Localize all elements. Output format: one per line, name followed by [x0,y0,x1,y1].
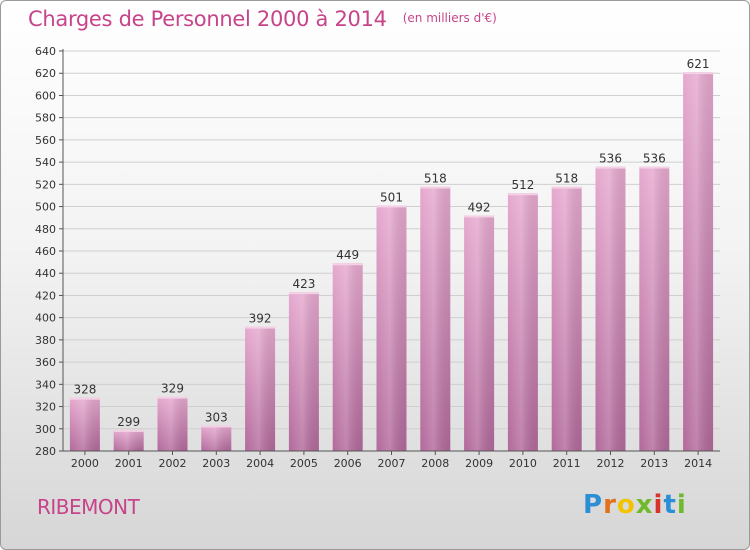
y-tick-label: 600 [35,89,56,102]
bar-shine [639,166,670,452]
x-tick-label: 2011 [553,457,581,470]
x-tick-label: 2003 [202,457,230,470]
x-tick-label: 2008 [421,457,449,470]
bar-top-edge [288,292,319,295]
data-label: 299 [117,415,140,429]
y-tick-label: 640 [35,45,56,58]
data-label: 518 [424,172,447,186]
bar-top-edge [332,263,363,266]
title-row: Charges de Personnel 2000 à 2014 (en mill… [28,7,497,31]
bar-shine [69,397,100,451]
bar-top-edge [639,166,670,169]
bar-top-edge [551,186,582,189]
bar-shine [551,186,582,452]
chart-unit: (en milliers d'€) [402,11,497,25]
x-tick-label: 2002 [159,457,187,470]
bar-shine [332,263,363,451]
bar-top-edge [376,205,407,208]
bar-top-edge [69,397,100,400]
bar-top-edge [420,186,451,189]
y-tick-label: 580 [35,112,56,125]
y-tick-label: 540 [35,156,56,169]
data-label: 303 [205,410,228,424]
logo-letter: i [676,490,687,520]
data-label: 536 [643,152,666,166]
bar-top-edge [595,166,626,169]
data-label: 328 [73,383,96,397]
x-tick-label: 2004 [246,457,274,470]
bars-layer: 328 299 329 303 392 423 449 501 518 492 512 518 536 5… [69,57,714,452]
y-tick-label: 420 [35,289,56,302]
logo-letter: t [663,490,677,520]
data-label: 449 [336,248,359,262]
x-tick-label: 2006 [334,457,362,470]
data-label: 423 [292,277,315,291]
logo-letter: o [616,490,636,520]
x-tick-label: 2010 [509,457,537,470]
y-tick-label: 440 [35,267,56,280]
data-label: 518 [555,172,578,186]
x-tick-label: 2005 [290,457,318,470]
bar-top-edge [157,396,188,399]
y-tick-label: 500 [35,201,56,214]
commune-name: RIBEMONT [37,495,140,519]
data-label: 492 [468,200,491,214]
bar-shine [113,429,144,451]
x-tick-label: 2007 [378,457,406,470]
y-tick-label: 520 [35,178,56,191]
y-tick-label: 360 [35,356,56,369]
data-label: 536 [599,152,622,166]
logo-letter: r [603,490,617,520]
bar-top-edge [683,72,714,75]
bar-shine [464,215,495,451]
bar-top-edge [113,429,144,432]
y-tick-label: 560 [35,134,56,147]
bar-top-edge [464,215,495,218]
bar-shine [420,186,451,452]
y-tick-label: 460 [35,245,56,258]
x-tick-label: 2014 [684,457,712,470]
bar-top-edge [201,425,232,428]
y-tick-label: 480 [35,223,56,236]
data-label: 392 [249,312,272,326]
bar-shine [376,205,407,451]
axis-layer: 280 300 320 340 360 380 400 420 440 460 480 500 520 5… [35,45,720,470]
bar-shine [595,166,626,452]
y-tick-label: 340 [35,378,56,391]
bar-shine [288,292,319,451]
y-tick-label: 280 [35,445,56,458]
bar-shine [507,193,538,451]
bar-shine [683,72,714,451]
y-tick-label: 380 [35,334,56,347]
y-tick-label: 620 [35,67,56,80]
logo-letter: x [635,490,654,520]
bar-top-edge [245,326,276,329]
data-label: 501 [380,190,403,204]
data-label: 621 [687,57,710,71]
data-label: 512 [511,178,534,192]
logo-letter: P [583,490,604,520]
x-tick-label: 2012 [597,457,625,470]
data-label: 329 [161,382,184,396]
y-tick-label: 300 [35,423,56,436]
y-tick-label: 400 [35,312,56,325]
logo-letter: i [653,490,664,520]
chart-title: Charges de Personnel 2000 à 2014 [28,7,387,31]
x-tick-label: 2000 [71,457,99,470]
x-tick-label: 2013 [640,457,668,470]
bar-shine [201,425,232,451]
proxiti-logo: Proxiti [583,490,687,520]
y-tick-label: 320 [35,401,56,414]
bar-top-edge [507,193,538,196]
bar-shine [157,396,188,451]
x-tick-label: 2001 [115,457,143,470]
bar-shine [245,326,276,451]
x-tick-label: 2009 [465,457,493,470]
